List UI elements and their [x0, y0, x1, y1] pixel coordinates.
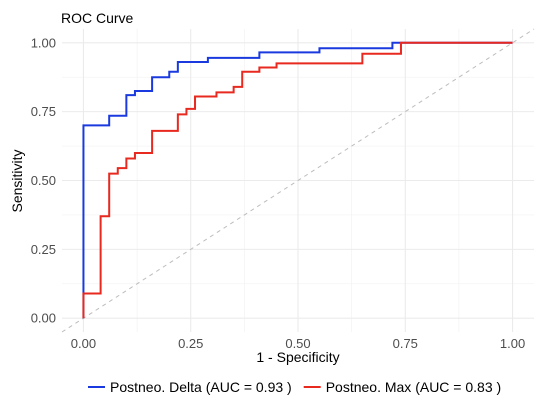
y-tick-label: 0.25: [31, 242, 56, 257]
series-line-postneo-max: [82, 41, 513, 319]
x-tick-label: 1.00: [500, 336, 525, 351]
series-line-postneo-delta: [82, 41, 513, 319]
legend-label: Postneo. Max (AUC = 0.83 ): [326, 379, 501, 395]
x-axis-title: 1 - Specificity: [256, 349, 339, 365]
series-layer: [82, 41, 513, 319]
y-tick-label: 0.75: [31, 104, 56, 119]
legend-item-postneo-delta: Postneo. Delta (AUC = 0.93 ): [88, 379, 292, 395]
y-axis-title: Sensitivity: [9, 149, 25, 212]
reference-line-layer: [61, 28, 535, 333]
x-tick-label: 0.75: [393, 336, 418, 351]
y-tick-label: 0.00: [31, 311, 56, 326]
x-tick-label: 0.00: [71, 336, 96, 351]
y-tick-label: 0.50: [31, 173, 56, 188]
legend: Postneo. Delta (AUC = 0.93 ) Postneo. Max…: [88, 379, 501, 395]
legend-item-postneo-max: Postneo. Max (AUC = 0.83 ): [303, 379, 501, 395]
chart-title: ROC Curve: [61, 10, 134, 26]
y-tick-label: 1.00: [31, 35, 56, 50]
x-tick-label: 0.25: [178, 336, 203, 351]
x-tick-label: 0.50: [285, 336, 310, 351]
tick-labels: 0.00 0.25 0.50 0.75 1.00 0.00 0.25 0.50 0.75 1.00: [31, 35, 526, 351]
reference-diagonal-line: [61, 28, 535, 333]
legend-label: Postneo. Delta (AUC = 0.93 ): [110, 379, 292, 395]
